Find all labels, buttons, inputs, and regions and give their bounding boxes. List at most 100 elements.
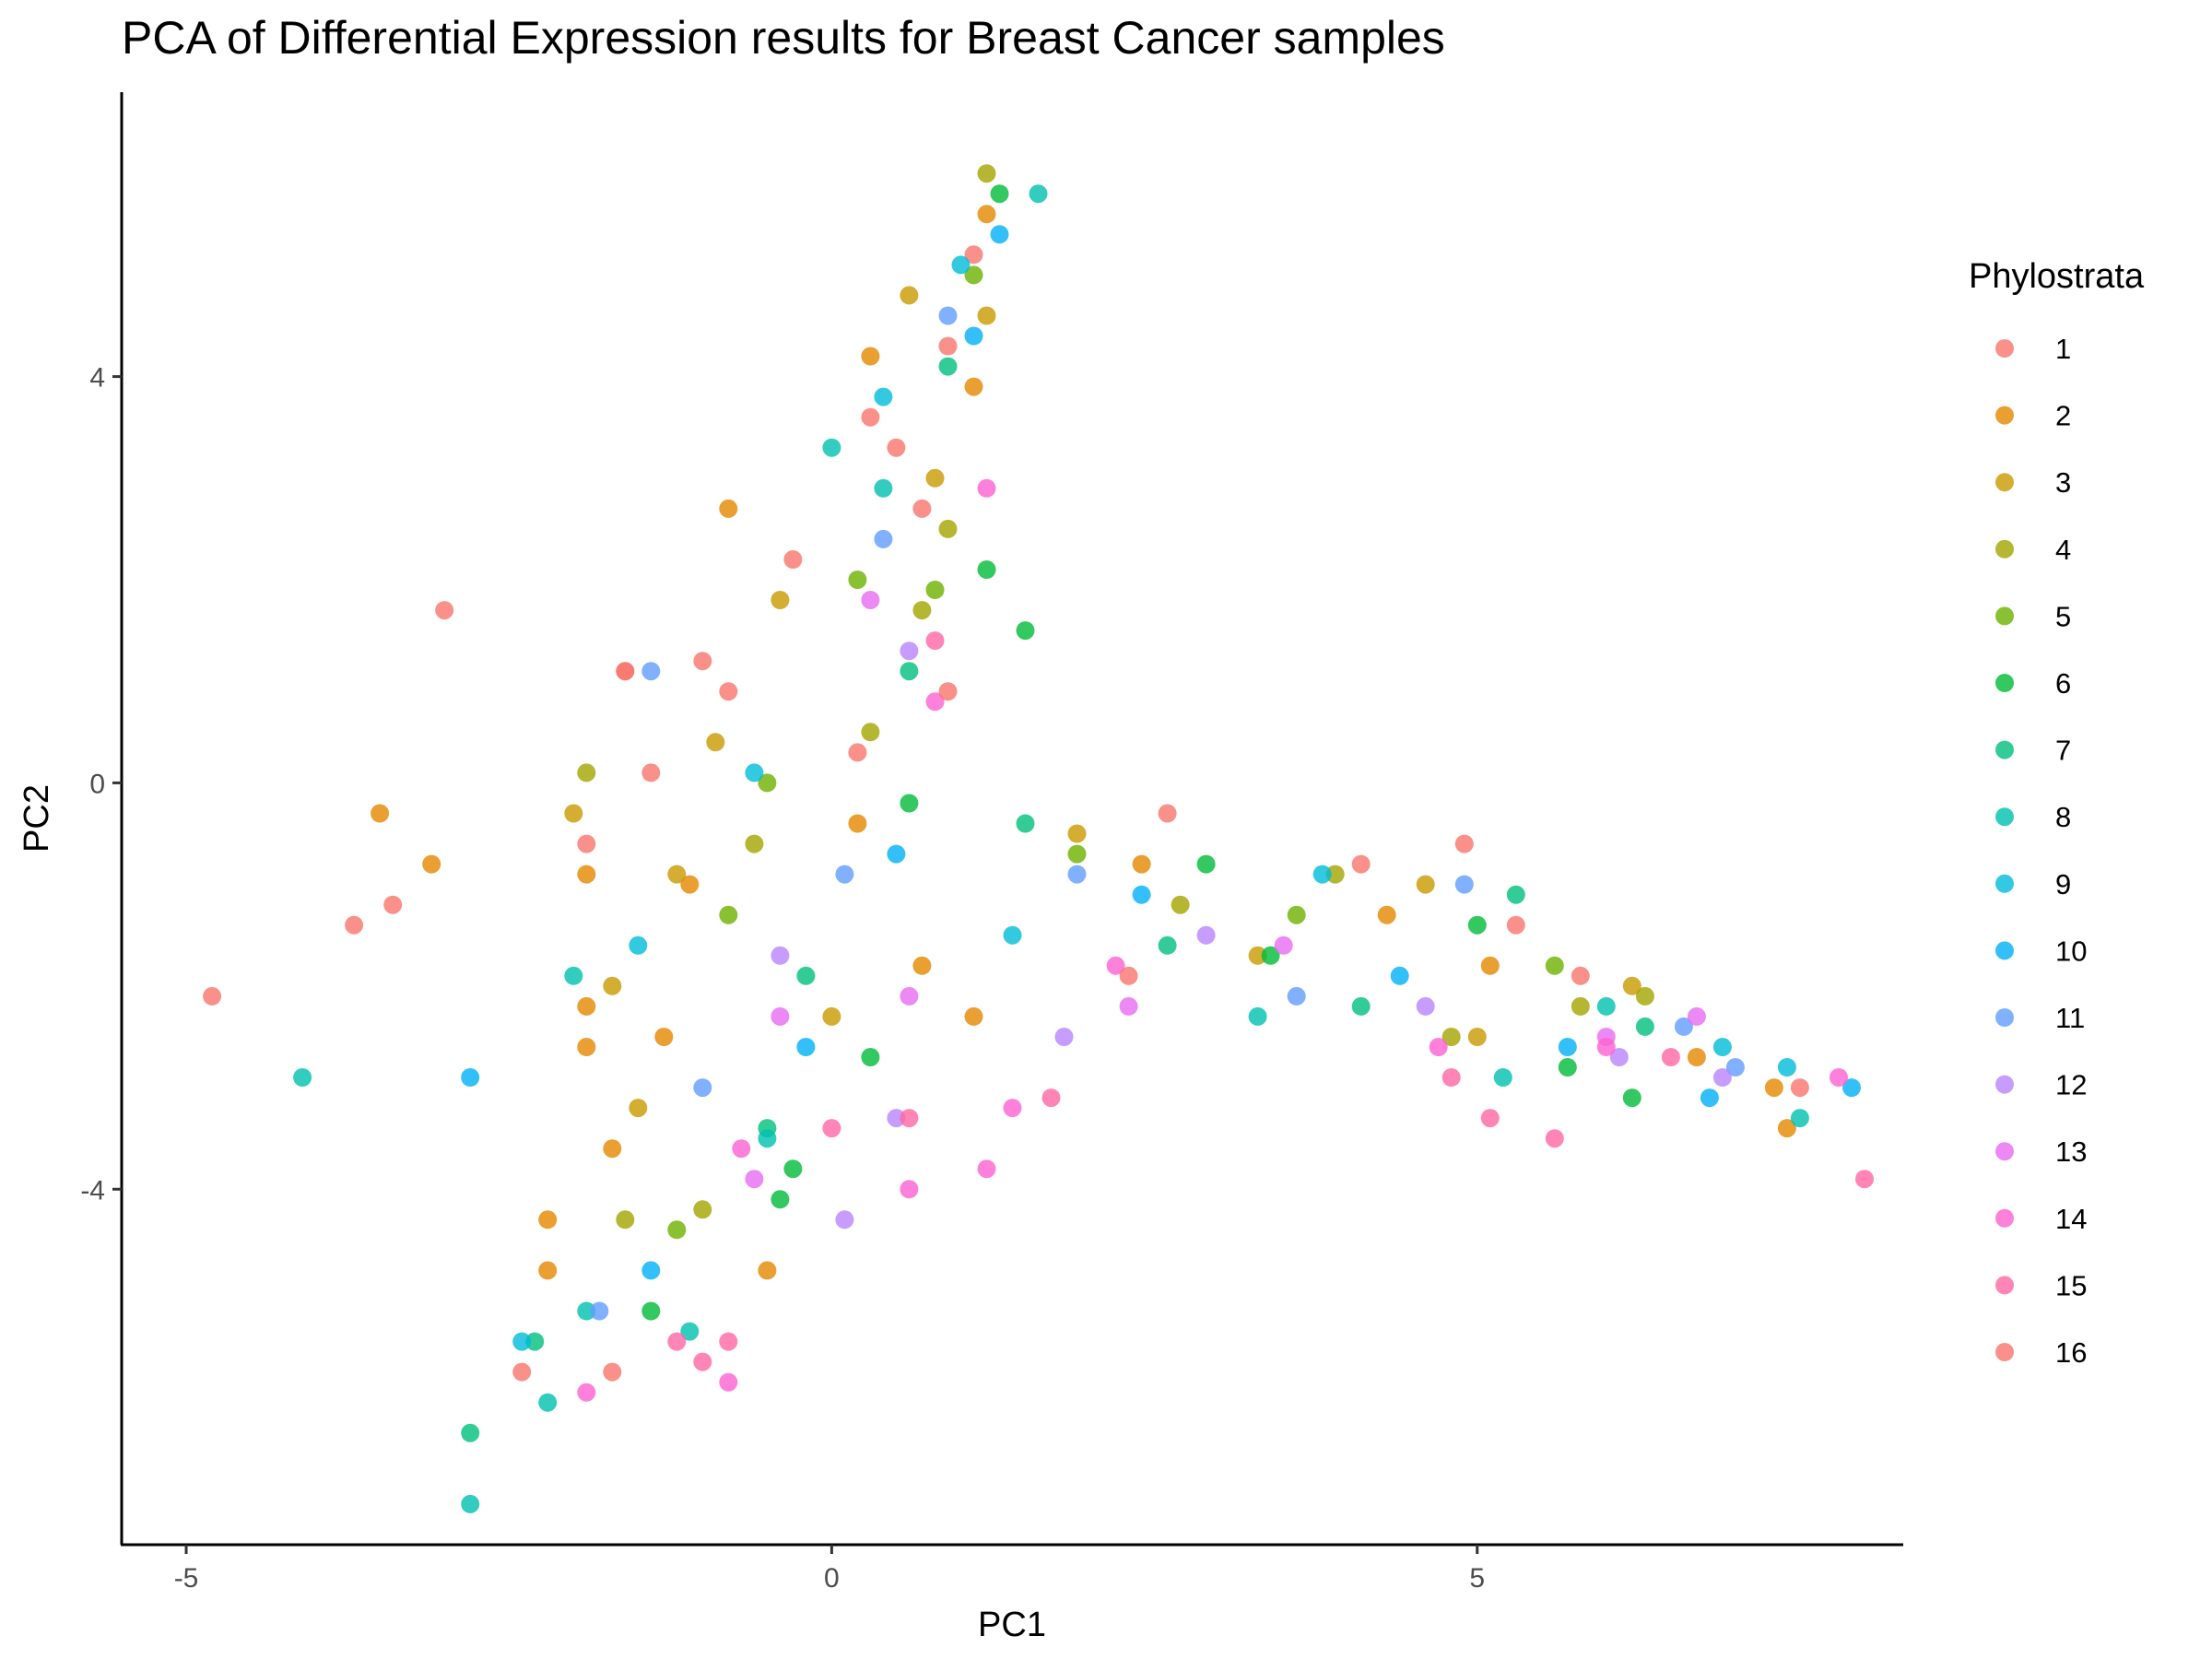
- data-point-s7-1: [525, 1332, 545, 1351]
- legend-label-5: 5: [2055, 600, 2071, 632]
- legend-key-4: [1995, 539, 2014, 559]
- data-point-s3-2: [629, 1099, 648, 1118]
- data-point-s8-10: [1248, 1006, 1267, 1026]
- data-point-s12-4: [1054, 1028, 1074, 1046]
- data-point-s5-3: [848, 571, 867, 589]
- data-point-s3-6: [822, 1006, 841, 1026]
- data-point-s2-13: [977, 205, 996, 224]
- x-axis-title: PC1: [978, 1606, 1046, 1644]
- data-point-s15-7: [1441, 1068, 1461, 1087]
- data-point-s1-7: [641, 763, 661, 782]
- data-point-s7-7: [1158, 935, 1177, 955]
- data-point-s14-9: [1429, 1038, 1448, 1056]
- data-point-s8-4: [564, 966, 583, 985]
- x-tick-label-1: 0: [824, 1563, 840, 1594]
- data-point-s7-10: [1635, 1017, 1654, 1036]
- legend-key-15: [1995, 1276, 2014, 1295]
- data-point-s1-0: [203, 986, 222, 1006]
- data-point-s5-7: [1287, 905, 1306, 924]
- data-point-s4-11: [1571, 996, 1590, 1016]
- legend-key-6: [1995, 674, 2014, 692]
- data-point-s3-8: [925, 468, 945, 488]
- data-point-s14-1: [719, 1372, 738, 1392]
- data-point-s11-8: [1454, 875, 1474, 894]
- data-point-s1-16: [1351, 854, 1371, 874]
- data-point-s11-4: [874, 529, 893, 548]
- data-point-s3-1: [603, 976, 622, 995]
- data-point-s2-5: [538, 1210, 558, 1230]
- data-point-s8-0: [293, 1068, 312, 1087]
- data-point-s13-2: [861, 591, 880, 609]
- data-point-s4-1: [616, 1210, 635, 1230]
- data-point-s2-0: [371, 804, 390, 823]
- data-point-s9-2: [745, 763, 764, 782]
- data-point-s3-5: [771, 591, 790, 609]
- data-point-s10-2: [796, 1038, 816, 1056]
- data-point-s7-4: [900, 662, 919, 681]
- data-point-s4-8: [1171, 895, 1190, 914]
- data-point-s15-6: [1041, 1088, 1061, 1108]
- data-point-s3-7: [900, 286, 919, 305]
- data-point-s11-10: [1725, 1058, 1745, 1077]
- data-point-s2-7: [603, 1139, 622, 1159]
- legend-label-10: 10: [2055, 935, 2087, 967]
- y-tick-label-0: -4: [80, 1175, 105, 1206]
- data-point-s2-6: [538, 1261, 558, 1280]
- data-point-s7-0: [461, 1423, 480, 1442]
- data-point-s2-1: [422, 854, 441, 874]
- data-point-s11-2: [693, 1078, 712, 1098]
- data-point-s10-10: [1842, 1078, 1861, 1098]
- data-point-s15-0: [667, 1332, 687, 1351]
- data-point-s1-12: [964, 245, 983, 265]
- data-point-s11-9: [1674, 1017, 1693, 1036]
- data-point-s14-11: [1830, 1068, 1848, 1087]
- data-point-s14-10: [1596, 1038, 1616, 1056]
- chart-title: PCA of Differential Expression results f…: [122, 12, 1445, 64]
- data-point-s3-4: [706, 733, 725, 752]
- data-point-s2-22: [1764, 1078, 1783, 1098]
- legend-key-5: [1995, 606, 2014, 626]
- legend-label-9: 9: [2055, 868, 2071, 900]
- data-point-s2-18: [1132, 854, 1151, 874]
- data-point-s11-0: [641, 662, 661, 681]
- data-point-s9-7: [1712, 1038, 1732, 1056]
- data-point-s6-2: [783, 1159, 803, 1179]
- legend-key-8: [1995, 807, 2014, 827]
- data-point-s2-4: [577, 1038, 596, 1056]
- legend-label-14: 14: [2055, 1203, 2087, 1235]
- data-point-s9-6: [1312, 865, 1332, 884]
- data-point-s8-1: [461, 1494, 480, 1513]
- data-point-s2-2: [577, 865, 596, 884]
- data-point-s15-9: [1545, 1129, 1564, 1148]
- data-point-s2-9: [680, 875, 700, 894]
- data-point-s10-4: [964, 326, 983, 346]
- data-point-s14-3: [900, 1180, 919, 1199]
- data-point-s2-10: [719, 499, 738, 518]
- data-point-s3-9: [977, 306, 996, 325]
- data-point-s9-8: [1777, 1058, 1796, 1077]
- data-point-s1-14: [912, 499, 932, 518]
- y-ticks: -4 0 4: [80, 363, 122, 1206]
- data-point-s4-5: [977, 164, 996, 183]
- data-point-s12-3: [900, 641, 919, 661]
- data-point-s7-5: [938, 357, 958, 376]
- legend-label-3: 3: [2055, 466, 2071, 499]
- data-point-s14-6: [977, 478, 996, 498]
- data-point-s1-10: [887, 438, 906, 457]
- data-point-s1-1: [435, 601, 454, 620]
- legend-label-6: 6: [2055, 667, 2071, 700]
- data-point-s12-0: [835, 1210, 854, 1230]
- data-point-s9-5: [1003, 925, 1022, 945]
- legend-key-1: [1995, 339, 2014, 358]
- data-point-s11-3: [835, 865, 854, 884]
- legend-label-8: 8: [2055, 801, 2071, 833]
- legend-key-3: [1995, 473, 2014, 492]
- data-point-s2-14: [964, 377, 983, 396]
- legend-key-16: [1995, 1343, 2014, 1361]
- data-point-s10-8: [1558, 1038, 1577, 1056]
- data-point-s5-4: [925, 581, 945, 599]
- data-point-s8-3: [577, 1301, 596, 1321]
- data-point-s8-9: [1029, 184, 1048, 204]
- data-point-s8-7: [822, 438, 841, 457]
